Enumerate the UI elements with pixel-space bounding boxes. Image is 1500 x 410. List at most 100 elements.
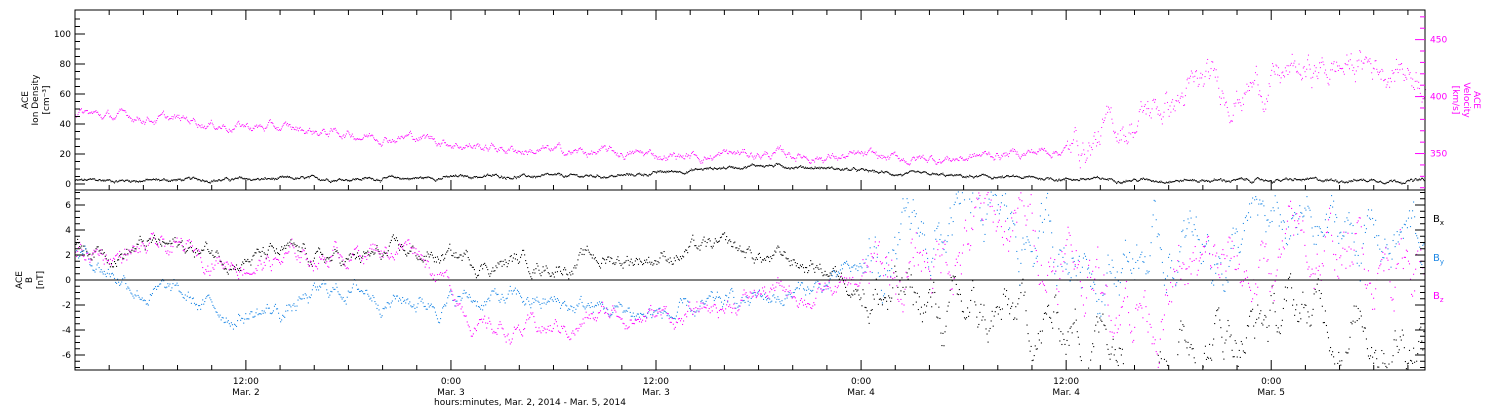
- density-point: [205, 180, 207, 182]
- density-point: [1383, 183, 1385, 185]
- bx-point: [802, 267, 805, 269]
- density-point: [900, 174, 902, 176]
- density-point: [768, 165, 770, 167]
- density-point: [1388, 181, 1390, 183]
- bx-point: [766, 256, 768, 258]
- density-point: [1321, 180, 1323, 182]
- velocity-point: [765, 153, 767, 155]
- density-point: [245, 178, 247, 180]
- density-point: [116, 181, 118, 183]
- velocity-point: [779, 147, 781, 149]
- bx-point: [91, 259, 93, 261]
- density-point: [571, 173, 573, 175]
- density-point: [863, 168, 865, 170]
- bx-point: [598, 265, 601, 267]
- bx-point: [885, 297, 887, 299]
- bx-point: [469, 264, 471, 266]
- velocity-point: [937, 161, 939, 163]
- velocity-point: [438, 143, 440, 145]
- bx-point: [999, 309, 1001, 311]
- bx-point: [673, 257, 675, 259]
- density-point: [444, 176, 446, 178]
- velocity-point: [1042, 148, 1044, 150]
- density-point: [198, 179, 200, 181]
- velocity-point: [816, 156, 818, 158]
- density-point: [919, 171, 921, 173]
- bx-point: [732, 246, 734, 248]
- velocity-point: [1185, 87, 1187, 89]
- density-point: [209, 182, 211, 184]
- density-point: [1250, 181, 1252, 183]
- bx-point: [1090, 359, 1092, 361]
- density-point: [959, 174, 961, 176]
- density-point: [577, 175, 579, 177]
- velocity-point: [861, 151, 863, 153]
- velocity-point: [514, 150, 516, 152]
- density-point: [1032, 176, 1034, 178]
- density-point: [560, 173, 562, 175]
- velocity-point: [1358, 59, 1360, 61]
- by-point: [120, 283, 122, 285]
- density-point: [662, 171, 664, 173]
- density-point: [971, 176, 973, 178]
- velocity-point: [751, 155, 753, 157]
- density-point: [268, 178, 270, 180]
- by-point: [156, 288, 158, 290]
- velocity-point: [975, 155, 977, 157]
- velocity-point: [527, 151, 529, 153]
- velocity-point: [852, 152, 854, 154]
- bx-point: [1384, 363, 1386, 365]
- bx-point: [651, 261, 653, 263]
- density-point: [77, 179, 79, 181]
- bx-point: [320, 251, 322, 253]
- bx-point: [249, 261, 251, 263]
- density-point: [118, 180, 120, 182]
- velocity-point: [1155, 99, 1156, 101]
- velocity-point: [1116, 140, 1118, 142]
- bx-point: [1166, 364, 1169, 366]
- velocity-point: [1367, 59, 1369, 61]
- velocity-point: [1188, 82, 1190, 84]
- velocity-point: [671, 155, 673, 157]
- velocity-point: [561, 150, 563, 152]
- velocity-point: [135, 119, 137, 121]
- density-point: [1243, 179, 1245, 181]
- velocity-point: [902, 159, 904, 161]
- density-point: [539, 176, 541, 178]
- density-point: [183, 179, 185, 181]
- velocity-point: [1100, 135, 1102, 137]
- density-point: [214, 180, 216, 182]
- density-point: [1288, 179, 1290, 181]
- velocity-point: [200, 127, 202, 129]
- velocity-point: [1305, 76, 1307, 78]
- velocity-point: [411, 135, 413, 137]
- bx-point: [1185, 341, 1187, 343]
- velocity-point: [780, 149, 782, 151]
- bx-point: [1373, 362, 1375, 364]
- bx-point: [1221, 336, 1223, 338]
- velocity-point: [1198, 83, 1200, 85]
- density-point: [1222, 179, 1224, 181]
- density-point: [723, 167, 725, 169]
- density-point: [1170, 181, 1172, 183]
- density-point: [688, 171, 690, 173]
- velocity-point: [78, 111, 80, 113]
- velocity-point: [473, 145, 475, 147]
- velocity-point: [462, 147, 464, 149]
- density-point: [641, 174, 643, 176]
- density-point: [547, 172, 549, 174]
- density-point: [273, 179, 275, 181]
- velocity-point: [555, 147, 557, 149]
- density-point: [303, 178, 305, 180]
- density-point: [1061, 180, 1063, 182]
- density-point: [202, 180, 204, 182]
- velocity-point: [302, 129, 304, 131]
- bx-point: [1011, 305, 1013, 307]
- bx-point: [794, 262, 796, 264]
- velocity-point: [92, 111, 94, 113]
- bx-point: [875, 278, 877, 280]
- bx-point: [269, 242, 271, 245]
- density-point: [1239, 177, 1241, 179]
- velocity-point: [843, 156, 845, 158]
- bx-point: [407, 252, 409, 254]
